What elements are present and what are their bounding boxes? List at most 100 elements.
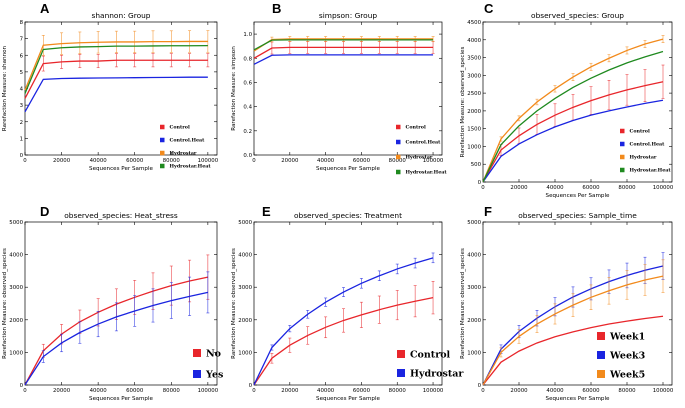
y-tick-label: 0 bbox=[249, 383, 253, 389]
series-line bbox=[253, 38, 434, 52]
legend-label: No bbox=[206, 348, 221, 359]
legend-label: Hydrostar bbox=[410, 368, 464, 379]
legend-swatch bbox=[620, 167, 625, 173]
y-tick-label: 0.6 bbox=[243, 80, 252, 86]
plot-frame bbox=[24, 221, 218, 386]
y-axis-label: Rarefaction Measure: simpson bbox=[231, 46, 237, 131]
y-tick-label: 0.8 bbox=[243, 56, 252, 62]
series-hydrostar-heat bbox=[482, 50, 664, 183]
y-axis-label: Rarefaction Measure: shannon bbox=[2, 45, 8, 131]
x-tick-label: 0 bbox=[252, 158, 256, 164]
series-hydrostar-heat bbox=[253, 39, 434, 51]
series-line bbox=[482, 99, 664, 183]
chart-title: observed_species: Sample_time bbox=[518, 211, 637, 220]
x-tick-label: 80000 bbox=[163, 388, 181, 394]
x-tick-label: 80000 bbox=[389, 158, 407, 164]
legend-swatch bbox=[396, 139, 401, 145]
x-tick-label: 60000 bbox=[353, 158, 371, 164]
x-tick-label: 80000 bbox=[618, 388, 636, 394]
legend-label: Hydrostar bbox=[630, 155, 657, 161]
series-hydrostar-heat bbox=[24, 44, 208, 94]
panel-c: 0 20000 40000 60000 80000 100000 0 500 1000 1500 2… bbox=[460, 1, 674, 199]
y-tick-label: 5000 bbox=[238, 220, 252, 226]
plot-frame bbox=[253, 221, 443, 386]
legend-swatch bbox=[597, 332, 605, 340]
x-tick-label: 60000 bbox=[353, 388, 371, 394]
y-tick-label: 0 bbox=[478, 383, 482, 389]
legend-label: Control bbox=[406, 125, 426, 131]
series-control bbox=[24, 53, 210, 99]
panel-letter: C bbox=[484, 1, 494, 16]
y-tick-label: 3500 bbox=[467, 56, 481, 62]
panel-b: 0 20000 40000 60000 80000 100000 0.0 0.2 0.4 0.6 0… bbox=[231, 1, 447, 176]
y-tick-label: 1000 bbox=[467, 144, 481, 150]
y-tick-label: 0.4 bbox=[243, 105, 252, 111]
y-tick-label: 3000 bbox=[467, 73, 481, 79]
legend-swatch bbox=[397, 369, 405, 377]
x-tick-label: 40000 bbox=[90, 388, 108, 394]
x-tick-label: 0 bbox=[481, 388, 485, 394]
legend-label: Hydrostar.Heat bbox=[630, 168, 672, 174]
series-line bbox=[253, 54, 434, 65]
legend: Control Control.Heat Hydrostar Hydrostar.He… bbox=[620, 129, 671, 174]
panel-e: 0 20000 40000 60000 80000 100000 0 1000 2000 3000… bbox=[231, 204, 464, 402]
x-tick-label: 100000 bbox=[198, 158, 219, 164]
x-tick-label: 60000 bbox=[126, 388, 144, 394]
x-tick-label: 40000 bbox=[317, 158, 335, 164]
series-line bbox=[482, 38, 664, 183]
y-axis-label: Rarefaction Measure: observed_species bbox=[460, 47, 466, 158]
x-tick-label: 100000 bbox=[423, 158, 444, 164]
series-line bbox=[482, 275, 664, 386]
legend: Control Control.Heat Hydrostar Hydrostar.He… bbox=[160, 125, 211, 170]
y-tick-label: 7 bbox=[20, 37, 23, 43]
x-axis-label: Sequences Per Sample bbox=[316, 396, 381, 402]
chart-title: shannon: Group bbox=[92, 11, 151, 20]
legend-swatch bbox=[160, 137, 165, 143]
x-tick-label: 40000 bbox=[317, 388, 335, 394]
legend-label: Week1 bbox=[609, 331, 645, 342]
panel-letter: E bbox=[262, 204, 271, 219]
x-tick-label: 40000 bbox=[90, 158, 108, 164]
panel-f: 0 20000 40000 60000 80000 100000 0 1000 2000 3000… bbox=[460, 204, 674, 402]
series-control-heat bbox=[482, 99, 664, 183]
legend-swatch bbox=[160, 150, 165, 156]
y-tick-label: 4000 bbox=[9, 253, 23, 259]
chart-title: observed_species: Group bbox=[531, 11, 624, 20]
x-tick-label: 0 bbox=[252, 388, 256, 394]
y-tick-label: 5000 bbox=[467, 220, 481, 226]
x-tick-label: 0 bbox=[23, 388, 27, 394]
x-tick-label: 20000 bbox=[510, 185, 528, 191]
y-tick-label: 0 bbox=[478, 180, 482, 186]
legend-label: Hydrostar.Heat bbox=[170, 164, 212, 170]
plot-frame bbox=[253, 21, 443, 156]
x-tick-label: 80000 bbox=[618, 185, 636, 191]
x-tick-label: 100000 bbox=[198, 388, 219, 394]
y-tick-label: 0 bbox=[20, 383, 24, 389]
series-control-heat bbox=[253, 54, 434, 65]
y-tick-label: 1 bbox=[20, 136, 23, 142]
y-tick-label: 1.0 bbox=[243, 32, 252, 38]
legend: Control Hydrostar bbox=[397, 349, 464, 379]
x-tick-label: 20000 bbox=[281, 158, 299, 164]
y-tick-label: 2000 bbox=[238, 318, 252, 324]
legend-label: Yes bbox=[205, 369, 223, 380]
x-tick-label: 0 bbox=[481, 185, 485, 191]
series-control-heat bbox=[24, 76, 208, 113]
y-tick-label: 2000 bbox=[9, 318, 23, 324]
x-tick-label: 40000 bbox=[546, 185, 564, 191]
panel-d: 0 20000 40000 60000 80000 100000 0 1000 2000 3000… bbox=[2, 204, 223, 402]
legend-label: Control.Heat bbox=[170, 138, 206, 144]
series-yes bbox=[24, 271, 210, 386]
x-tick-label: 100000 bbox=[653, 388, 674, 394]
y-tick-label: 3 bbox=[20, 103, 23, 109]
chart-title: observed_species: Heat_stress bbox=[64, 211, 178, 220]
y-tick-label: 1000 bbox=[238, 350, 252, 356]
legend-label: Hydrostar.Heat bbox=[406, 170, 448, 176]
y-tick-label: 5000 bbox=[9, 220, 23, 226]
y-tick-label: 1500 bbox=[467, 127, 481, 133]
legend-swatch bbox=[620, 128, 625, 134]
legend-swatch bbox=[193, 370, 201, 378]
x-tick-label: 100000 bbox=[423, 388, 444, 394]
series-hydrostar bbox=[482, 35, 665, 183]
